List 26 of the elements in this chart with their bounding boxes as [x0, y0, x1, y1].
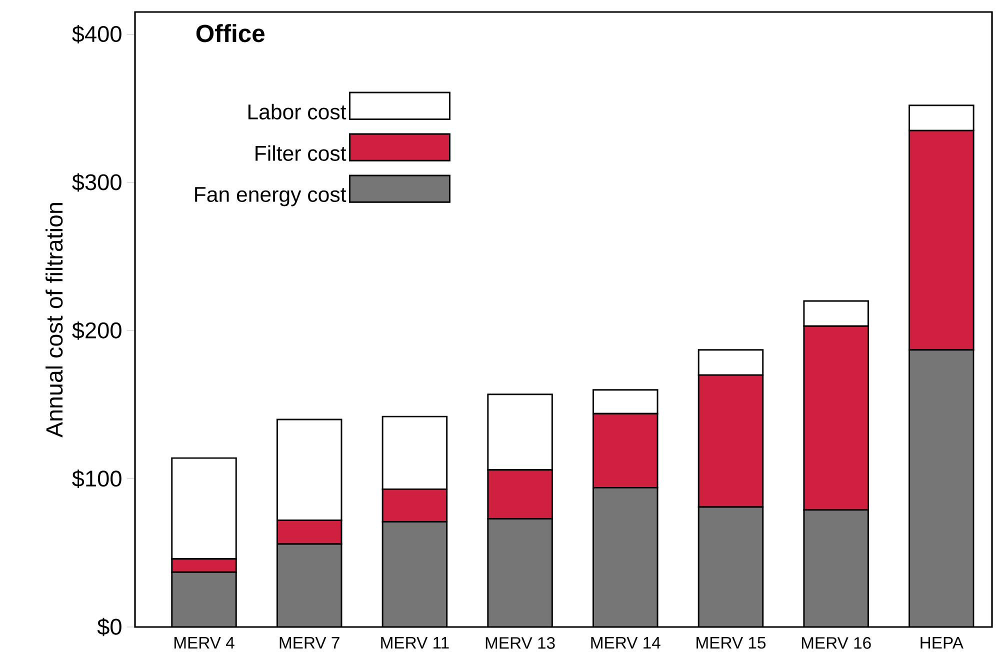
x-tick-label: MERV 16 [802, 637, 871, 649]
legend-label: Fan energy cost [195, 187, 346, 206]
x-tick-label: MERV 13 [486, 637, 555, 649]
y-axis-title: Annual cost of filtration [46, 203, 63, 438]
x-tick-label: HEPA [920, 637, 964, 649]
bar [908, 349, 974, 627]
bar [172, 572, 236, 627]
x-tick-label: MERV 11 [381, 637, 449, 649]
y-tick-label: $100 [72, 470, 122, 488]
bar [488, 518, 552, 627]
bar [698, 506, 763, 627]
x-tick-label: MERV 4 [174, 637, 234, 649]
x-tick-label: MERV 7 [280, 637, 340, 649]
bar [593, 488, 658, 627]
x-tick-label: MERV 15 [696, 637, 766, 649]
x-tick-label: MERV 14 [591, 637, 660, 649]
bar [382, 522, 447, 627]
y-tick-label: $0 [97, 618, 122, 636]
chart-title: Office [196, 24, 264, 42]
legend-label: Labor cost [248, 104, 346, 120]
y-tick-label: $300 [72, 173, 122, 192]
legend-label: Filter cost [256, 145, 346, 161]
bar [804, 510, 868, 627]
y-tick-label: $200 [72, 321, 122, 340]
y-tick-label: $400 [72, 25, 122, 44]
bar [277, 544, 342, 627]
